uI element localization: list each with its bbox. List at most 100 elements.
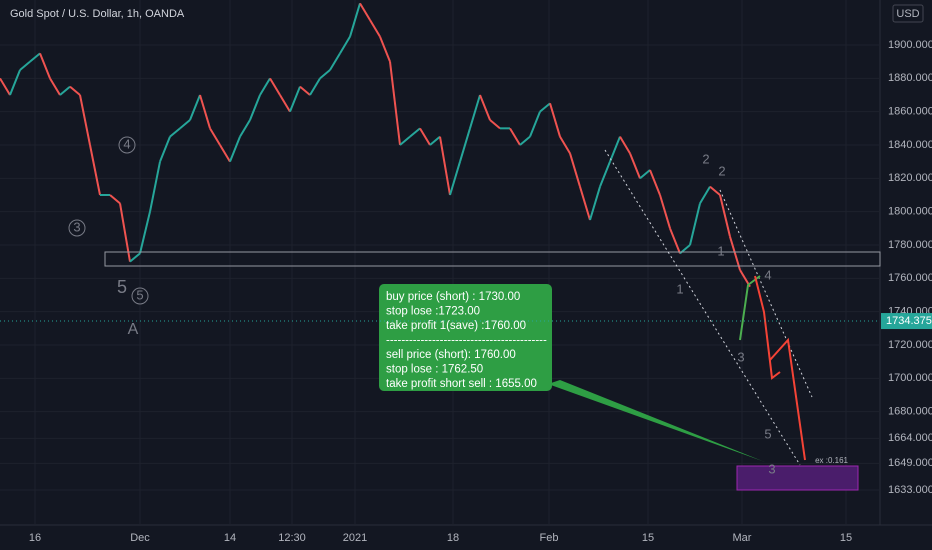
price-segment — [719, 194, 731, 237]
x-tick-label: Dec — [130, 532, 150, 544]
price-segment — [509, 127, 521, 146]
wave-circle — [131, 287, 149, 305]
wave-label: 2 — [718, 163, 725, 178]
price-segment — [539, 102, 551, 113]
price-segment — [19, 60, 31, 71]
wave-circle — [68, 219, 86, 237]
price-segment — [599, 161, 611, 188]
extension-label: ex :0.161 — [815, 456, 848, 465]
currency-button[interactable] — [892, 4, 924, 23]
price-segment — [549, 103, 561, 137]
y-tick-label: 1700.000 — [888, 372, 932, 384]
price-segment — [39, 52, 51, 79]
price-segment — [109, 194, 121, 205]
price-segment — [189, 94, 201, 121]
wave-label: 5 — [136, 287, 143, 302]
price-segment — [289, 86, 301, 113]
price-segment — [159, 136, 171, 163]
price-segment — [219, 144, 231, 163]
y-tick-label: 1820.000 — [888, 172, 932, 184]
x-tick-label: 15 — [642, 532, 654, 544]
x-tick-label: 15 — [840, 532, 852, 544]
price-segment — [579, 186, 591, 221]
y-tick-label: 1720.000 — [888, 339, 932, 351]
price-segment — [649, 169, 661, 196]
last-price-label: 1734.375 — [886, 315, 932, 327]
price-segment — [169, 127, 181, 138]
wave-label: 3 — [73, 219, 80, 234]
x-tick-label: Feb — [540, 532, 559, 544]
y-tick-label: 1780.000 — [888, 239, 932, 251]
wave-label: 3 — [737, 349, 744, 364]
price-segment — [479, 94, 491, 121]
price-segment — [269, 77, 281, 96]
price-segment — [319, 69, 331, 80]
price-segment — [429, 135, 441, 146]
price-segment — [229, 136, 241, 163]
price-segment — [419, 127, 431, 146]
note-line: stop lose :1723.00 — [386, 306, 480, 318]
price-segment — [559, 136, 571, 154]
price-segment — [279, 94, 291, 113]
price-segment — [299, 85, 311, 96]
wave-label: A — [128, 321, 139, 338]
price-segment — [449, 161, 461, 196]
price-segment — [239, 119, 251, 138]
y-tick-label: 1680.000 — [888, 406, 932, 418]
price-segment — [259, 77, 271, 96]
price-segment — [59, 85, 71, 96]
price-segment — [729, 236, 741, 271]
chart-title: Gold Spot / U.S. Dollar, 1h, OANDA — [10, 8, 185, 20]
wave-label: 3 — [768, 461, 775, 476]
price-segment — [209, 127, 221, 146]
note-line: take profit short sell : 1655.00 — [386, 378, 537, 390]
x-tick-label: 12:30 — [278, 532, 306, 544]
currency-label[interactable]: USD — [896, 8, 919, 20]
y-tick-label: 1649.000 — [888, 457, 932, 469]
price-segment — [469, 94, 481, 129]
x-tick-label: 16 — [29, 532, 41, 544]
y-tick-label: 1664.000 — [888, 432, 932, 444]
y-tick-label: 1760.000 — [888, 272, 932, 284]
price-segment — [389, 61, 401, 146]
price-segment — [0, 77, 11, 96]
price-segment — [689, 203, 701, 246]
price-segment — [629, 152, 641, 179]
wave-label: 2 — [702, 151, 709, 166]
support-zone — [104, 251, 881, 267]
wave-label: 5 — [764, 426, 771, 441]
price-segment — [409, 127, 421, 138]
price-segment — [249, 94, 261, 121]
price-segment — [439, 136, 451, 196]
wave-circle — [118, 136, 136, 154]
price-segment — [329, 52, 341, 71]
note-line: buy price (short) : 1730.00 — [386, 291, 520, 303]
price-segment — [619, 136, 631, 154]
price-segment — [79, 94, 91, 146]
y-tick-label: 1880.000 — [888, 72, 932, 84]
target-zone — [736, 465, 859, 491]
note-line: sell price (short): 1760.00 — [386, 349, 516, 361]
arrow-path — [754, 275, 781, 380]
price-segment — [339, 36, 351, 54]
price-segment — [139, 211, 151, 254]
price-segment — [89, 144, 101, 196]
wave-label: 4 — [764, 267, 771, 282]
x-tick-label: 14 — [224, 532, 236, 544]
wave-label: 1 — [676, 281, 683, 296]
y-tick-label: 1633.000 — [888, 484, 932, 496]
price-segment — [379, 36, 391, 63]
price-segment — [639, 169, 651, 180]
price-segment — [399, 135, 411, 146]
price-segment — [179, 119, 191, 130]
last-price-tag — [881, 313, 932, 330]
price-segment — [349, 3, 361, 37]
price-segment — [709, 185, 721, 196]
note-box — [379, 284, 552, 391]
x-tick-label: Mar — [733, 532, 752, 544]
y-tick-label: 1860.000 — [888, 106, 932, 118]
note-line: ----------------------------------------… — [386, 335, 547, 347]
note-line: take profit 1(save) :1760.00 — [386, 320, 526, 332]
